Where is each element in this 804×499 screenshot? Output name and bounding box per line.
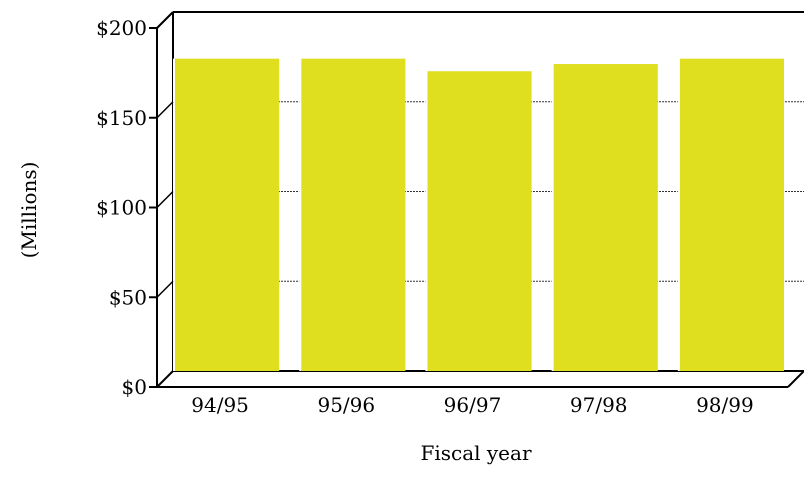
y-tick-label: $150 <box>96 106 147 130</box>
y-axis-title: (Millions) <box>17 162 41 259</box>
bar <box>553 64 658 372</box>
y-axis-top-edge <box>156 11 174 29</box>
y-tick-depth <box>156 280 174 298</box>
floor-left-edge <box>156 370 174 388</box>
x-axis-title: Fiscal year <box>420 441 531 465</box>
x-tick-label: 98/99 <box>696 393 754 417</box>
x-tick-label: 94/95 <box>191 393 249 417</box>
x-tick-label: 96/97 <box>444 393 502 417</box>
y-tick-depth <box>156 190 174 209</box>
y-tick-label: $0 <box>122 375 147 399</box>
y-axis-ticks: $0 $50 $100 $150 $200 <box>96 16 174 399</box>
bar <box>301 58 406 372</box>
y-tick-label: $200 <box>96 16 147 40</box>
x-tick-label: 97/98 <box>570 393 628 417</box>
x-tick-label: 95/96 <box>317 393 375 417</box>
x-axis-labels: 94/95 95/96 96/97 97/98 98/99 <box>191 393 753 417</box>
y-tick-label: $50 <box>109 285 147 309</box>
bar <box>427 71 532 372</box>
bar <box>175 58 280 372</box>
y-tick-depth <box>156 101 174 119</box>
floor-right-edge <box>787 370 804 388</box>
bar <box>679 58 784 372</box>
y-tick-label: $100 <box>96 196 147 220</box>
bars <box>173 58 784 372</box>
